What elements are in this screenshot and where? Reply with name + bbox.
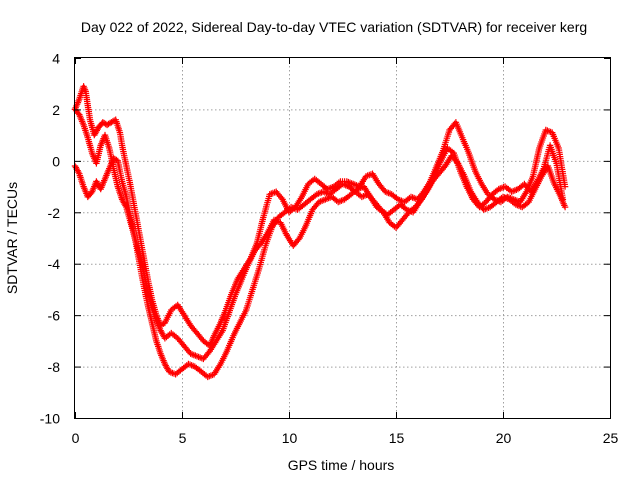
x-tick-label: 5	[179, 430, 187, 446]
x-tick-label: 15	[389, 430, 405, 446]
x-axis-label: GPS time / hours	[288, 457, 395, 473]
x-tick-label: 25	[603, 430, 619, 446]
y-tick-label: 4	[52, 51, 60, 67]
y-tick-label: -4	[48, 256, 61, 272]
axis-ticks: 0 5 10 15 20 25 -10 -8 -6 -4 -2 0 2 4	[40, 51, 619, 447]
y-tick-label: -8	[48, 359, 61, 375]
y-tick-label: 2	[52, 102, 60, 118]
y-tick-label: -6	[48, 308, 61, 324]
y-tick-label: -10	[40, 411, 60, 427]
x-tick-label: 20	[496, 430, 512, 446]
plot-frame	[74, 57, 611, 419]
x-tick-label: 10	[282, 430, 298, 446]
chart-title: Day 022 of 2022, Sidereal Day-to-day VTE…	[81, 19, 587, 35]
y-tick-label: -2	[48, 205, 61, 221]
y-axis-label: SDTVAR / TECUs	[4, 182, 20, 294]
x-tick-label: 0	[72, 430, 80, 446]
y-tick-label: 0	[52, 153, 60, 169]
data-series	[71, 83, 569, 381]
